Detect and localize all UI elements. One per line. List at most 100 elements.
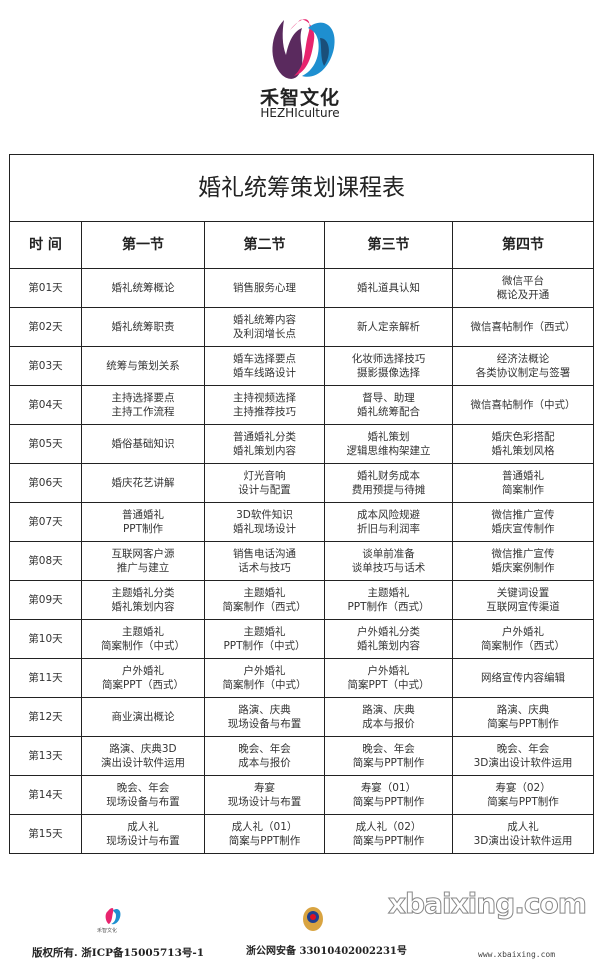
cell-text: 现场设备与布置 [106, 796, 180, 808]
cell-text: 婚庆色彩搭配 [491, 431, 555, 443]
hezhi-logo-icon [272, 19, 335, 79]
cell-text: 逻辑思维构架建立 [346, 445, 431, 457]
session-3-cell: 督导、助理婚礼统筹配合 [324, 385, 453, 425]
session-3-cell: 婚礼道具认知 [324, 268, 453, 308]
cell-text: 现场设备与布置 [227, 718, 302, 730]
day-cell: 第01天 [9, 268, 82, 308]
police-badge-icon [303, 907, 323, 931]
table-row: 第09天 主题婚礼分类 婚礼策划内容 主题婚礼 简案制作（西式） 主题婚礼 PPT制作（西式… [9, 580, 595, 620]
day-cell: 第06天 [9, 463, 82, 503]
cell-text: 商业演出概论 [111, 711, 175, 723]
cell-text: 演出设计软件运用 [101, 757, 185, 769]
session-4-cell: 微信推广宣传 婚庆案例制作 [451, 541, 595, 581]
cell-text: 婚庆案例制作 [491, 562, 555, 574]
cell-text: 婚礼策划 [367, 431, 410, 443]
day-cell: 第03天 [9, 346, 82, 386]
cell-text: 主持视频选择 [233, 392, 296, 404]
cell-text: 统筹与策划关系 [106, 360, 180, 372]
day-cell: 第08天 [9, 541, 82, 581]
session-4-cell: 普通婚礼 简案制作 [451, 463, 595, 503]
session-4-cell: 路演、庆典简案与PPT制作 [451, 697, 595, 737]
cell-text: 婚庆花艺讲解 [111, 477, 175, 489]
cell-text: 销售电话沟通 [233, 548, 296, 560]
session-3-cell: 路演、庆典 成本与报价 [324, 697, 453, 737]
session-3-cell: 主题婚礼 PPT制作（西式） [324, 580, 453, 620]
cell-text: 谈单技巧与话术 [351, 562, 426, 574]
cell-text: 成本风险规避 [357, 509, 420, 521]
session-2-cell: 主持视频选择 主持推荐技巧 [204, 385, 325, 425]
day-cell: 第14天 [9, 775, 82, 815]
header-session-4: 第四节 [451, 221, 595, 269]
cell-text: 婚俗基础知识 [111, 438, 175, 450]
cell-text: 简案PPT（中式） [347, 679, 430, 691]
session-4-cell: 微信推广宣传 婚庆宣传制作 [451, 502, 595, 542]
cell-text: 婚礼策划风格 [491, 445, 555, 457]
session-3-cell: 化妆师选择技巧 摄影摄像选择 [324, 346, 453, 386]
cell-text: 简案制作（中式） [222, 679, 307, 691]
session-1-cell: 婚礼统筹职责 [81, 307, 205, 347]
cell-text: 主题婚礼分类 [111, 587, 175, 599]
session-3-cell: 成本风险规避 折旧与利润率 [324, 502, 453, 542]
cell-text: 折旧与利润率 [357, 523, 420, 535]
cell-text: 婚庆宣传制作 [491, 523, 555, 535]
session-4-cell: 晚会、年会 3D演出设计软件运用 [451, 736, 595, 776]
cell-text: 督导、助理 [362, 392, 415, 404]
header-row: 时 间 第一节 第二节 第三节 第四节 [9, 221, 595, 269]
cell-text: PPT制作（中式） [223, 640, 306, 652]
cell-text: 简案PPT（西式） [101, 679, 185, 691]
session-4-cell: 户外婚礼 简案制作（西式） [451, 619, 595, 659]
cell-text: 互联网客户源 [111, 548, 175, 560]
cell-text: 晚会、年会 [496, 743, 550, 755]
session-2-cell: 婚车选择要点 婚车线路设计 [204, 346, 325, 386]
cell-text: 婚车线路设计 [233, 367, 296, 379]
table-row: 第03天 统筹与策划关系 婚车选择要点 婚车线路设计 化妆师选择技巧 摄影摄像选择 经济法概… [9, 346, 595, 386]
session-2-cell: 3D软件知识 婚礼现场设计 [204, 502, 325, 542]
table-row: 第12天 商业演出概论 路演、庆典 现场设备与布置 路演、庆典 成本与报价 路演、庆典 简案与… [9, 697, 595, 737]
cell-text: 简案与PPT制作 [487, 718, 559, 730]
cell-text: 现场设计与布置 [227, 796, 302, 808]
table-row: 第06天 婚庆花艺讲解 灯光音响 设计与配置 婚礼财务成本 费用预提与待摊 普通婚礼 简案制作 [9, 463, 595, 503]
cell-text: 寿宴（01） [360, 782, 417, 794]
cell-text: 简案制作（中式） [101, 640, 185, 652]
session-1-cell: 主题婚礼分类 婚礼策划内容 [81, 580, 205, 620]
session-2-cell: 寿宴 现场设计与布置 [204, 775, 325, 815]
cell-text: 成本与报价 [238, 757, 291, 769]
cell-text: 灯光音响 [243, 470, 286, 482]
session-1-cell: 婚礼统筹概论 [81, 268, 205, 308]
header-time: 时 间 [9, 221, 82, 269]
table-row: 第07天 普通婚礼 PPT制作 3D软件知识 婚礼现场设计 成本风险规避 折旧与利润率 微信推… [9, 502, 595, 542]
cell-text: 化妆师选择技巧 [351, 353, 426, 365]
cell-text: 成人礼 [127, 821, 159, 833]
header-session-3: 第三节 [324, 221, 453, 269]
cell-text: 网络宣传内容编辑 [481, 672, 566, 684]
cell-text: 寿宴（02） [495, 782, 551, 794]
cell-text: 路演、庆典 [496, 704, 550, 716]
cell-text: 微信喜帖制作（西式） [470, 321, 576, 333]
day-cell: 第04天 [9, 385, 82, 425]
cell-text: 简案与PPT制作 [352, 757, 425, 769]
copyright-text: 版权所有. 浙ICP备15005713号-1 [32, 947, 205, 959]
cell-text: 婚礼财务成本 [357, 470, 420, 482]
cell-text: 概论及开通 [496, 289, 550, 301]
session-3-cell: 婚礼财务成本 费用预提与待摊 [324, 463, 453, 503]
header-session-2: 第二节 [204, 221, 325, 269]
cell-text: 户外婚礼 [243, 665, 286, 677]
cell-text: 婚礼统筹配合 [357, 406, 420, 418]
day-cell: 第10天 [9, 619, 82, 659]
brand-name-cn: 禾智文化 [259, 87, 340, 109]
day-cell: 第02天 [9, 307, 82, 347]
brand-name-en: HEZHIculture [260, 106, 340, 120]
footer-logo-text: 禾智文化 [97, 928, 118, 934]
cell-text: 婚礼统筹内容 [233, 314, 296, 326]
session-2-cell: 晚会、年会 成本与报价 [204, 736, 325, 776]
session-2-cell: 户外婚礼简案制作（中式） [204, 658, 325, 698]
cell-text: 寿宴 [254, 782, 275, 794]
session-4-cell: 婚庆色彩搭配 婚礼策划风格 [451, 424, 595, 464]
cell-text: 婚礼策划内容 [233, 445, 296, 457]
cell-text: 成人礼 [507, 821, 539, 833]
cell-text: 销售服务心理 [233, 282, 296, 294]
cell-text: 微信喜帖制作（中式） [470, 399, 576, 411]
cell-text: 成本与报价 [362, 718, 415, 730]
cell-text: 简案与PPT制作 [228, 835, 301, 847]
session-1-cell: 主题婚礼 简案制作（中式） [81, 619, 205, 659]
